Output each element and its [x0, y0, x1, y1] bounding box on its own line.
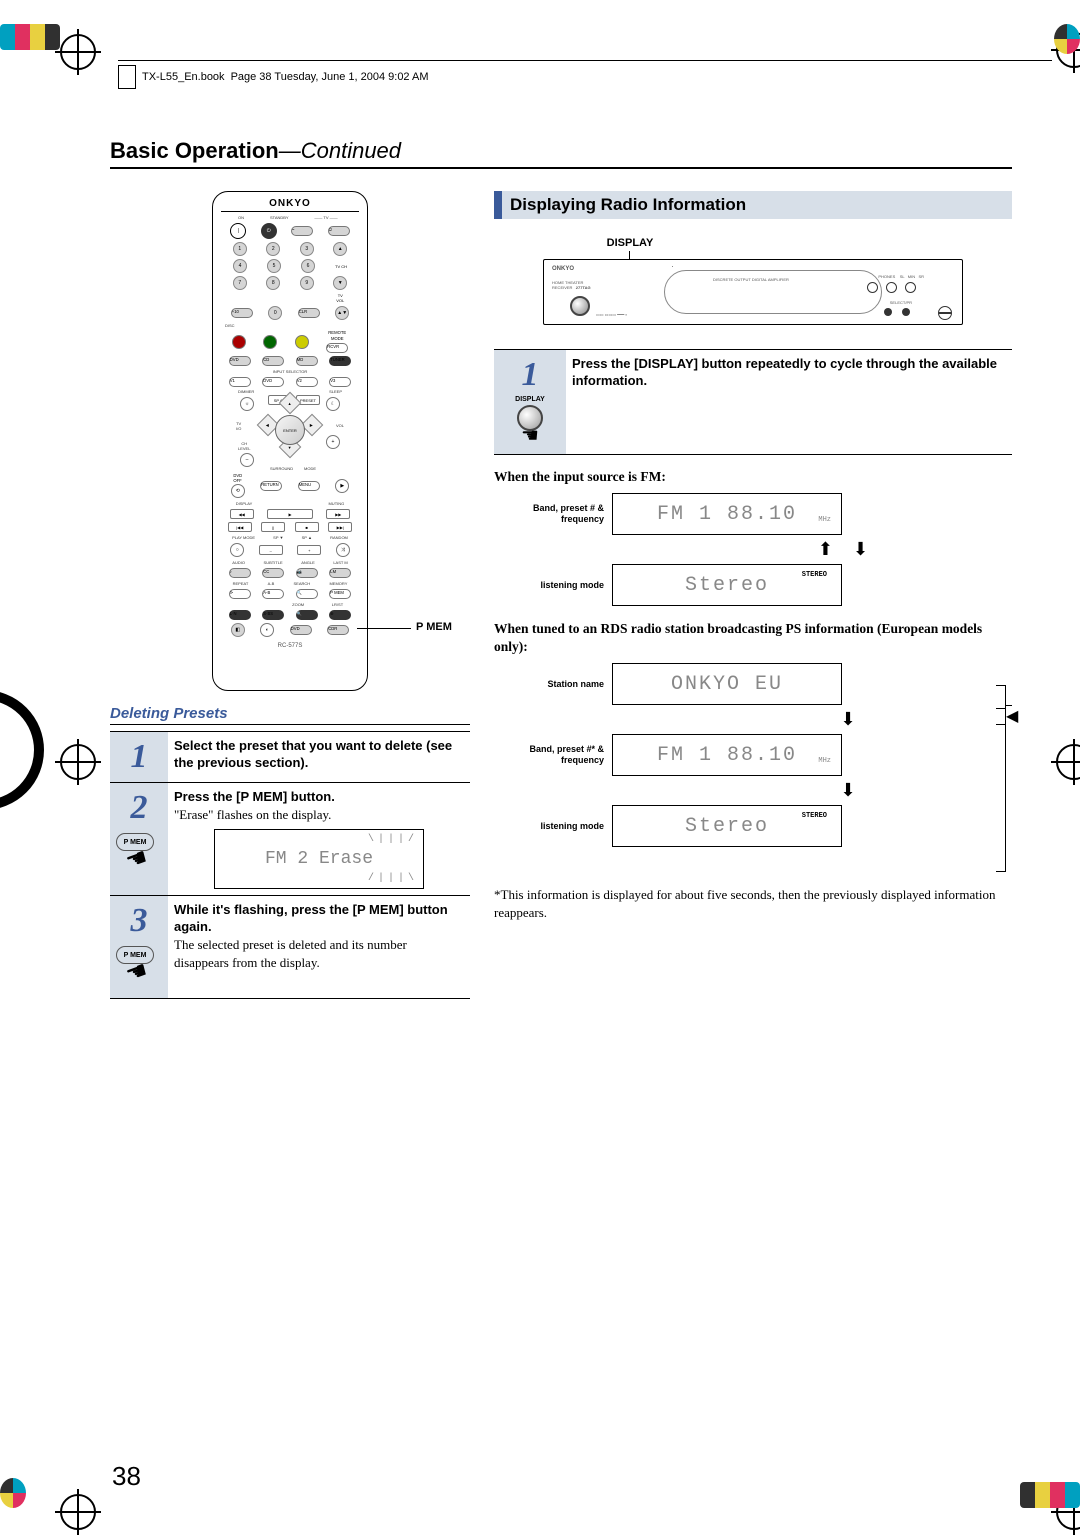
radio-panel: ONKYO HOME THEATERRECEIVER 277TAG ▭▭ ▭▭▭…	[543, 259, 963, 325]
step-2-num: 2	[116, 789, 162, 827]
pmem-hand-3: P MEM ☚	[116, 946, 162, 992]
arrow-down-icon: ⬇︎	[704, 709, 992, 730]
step-3-bold: While it's flashing, press the [P MEM] b…	[174, 902, 464, 936]
pmem-hand-2: P MEM ☚	[116, 833, 162, 879]
step-2-plain: "Erase" flashes on the display.	[174, 806, 464, 824]
section-title-main: Basic Operation	[110, 138, 279, 163]
header-filename: TX-L55_En.book	[142, 71, 225, 83]
section-title-cont: —Continued	[279, 138, 401, 163]
callout-line	[357, 628, 411, 629]
rds-row-1-lcd: FM 1 88.10 MHz	[612, 734, 842, 776]
rds-row-0-lcd: ONKYO EU	[612, 663, 842, 705]
page-number: 38	[112, 1461, 141, 1492]
remote-diagram: ONKYO ONSTANDBY—— TV —— | ⏻ ⎯ ⏻ 123▲ 456…	[212, 191, 368, 691]
color-bar-tr	[1054, 24, 1080, 54]
step-3-num: 3	[116, 902, 162, 940]
fm-row-0-label: Band, preset # & frequency	[494, 503, 604, 525]
step-3-plain: The selected preset is deleted and its n…	[174, 936, 464, 971]
color-bar-br	[1020, 1482, 1080, 1508]
right-heading: Displaying Radio Information	[494, 191, 1012, 219]
big-margin-circle	[0, 690, 44, 810]
remote-model: RC-577S	[213, 643, 367, 649]
step-2-lcd: \ | | | / FM 2 Erase / | | | \	[214, 829, 424, 889]
right-step-num: 1	[500, 356, 560, 394]
display-label: DISPLAY	[600, 237, 660, 249]
pmem-button: P MEM	[329, 589, 351, 599]
arrow-down-icon: ⬇︎	[704, 780, 992, 801]
crop-mark-left	[60, 744, 96, 780]
fm-row-1-label: listening mode	[494, 580, 604, 591]
color-bar-tl	[0, 24, 60, 50]
crop-mark-bl	[60, 1494, 96, 1530]
step-1-num: 1	[116, 738, 162, 776]
color-bar-bl	[0, 1478, 26, 1508]
page-header: TX-L55_En.book Page 38 Tuesday, June 1, …	[118, 60, 1052, 89]
step-2-bold: Press the [P MEM] button.	[174, 789, 464, 806]
footnote: *This information is displayed for about…	[494, 886, 1012, 921]
arrow-down-icon: ⬆︎ ⬇︎	[674, 539, 1012, 560]
book-icon	[118, 65, 136, 89]
rds-row-2-lcd: Stereo STEREO	[612, 805, 842, 847]
rds-row-1-label: Band, preset #* & frequency	[494, 744, 604, 766]
fm-row-0-lcd: FM 1 88.10 MHz	[612, 493, 842, 535]
steps-table: 1 Select the preset that you want to del…	[110, 731, 470, 999]
crop-mark-tl	[60, 34, 96, 70]
crop-mark-right	[1056, 744, 1080, 780]
rds-row-0-label: Station name	[494, 679, 604, 690]
pmem-callout: P MEM	[416, 621, 452, 633]
deleting-presets-heading: Deleting Presets	[110, 705, 470, 725]
fm-row-1-lcd: Stereo STEREO	[612, 564, 842, 606]
right-step-text: Press the [DISPLAY] button repeatedly to…	[572, 356, 1006, 390]
rds-row-2-label: listening mode	[494, 821, 604, 832]
section-title: Basic Operation—Continued	[110, 138, 1012, 169]
fm-heading: When the input source is FM:	[494, 469, 1012, 485]
remote-brand: ONKYO	[213, 198, 367, 209]
header-pageinfo: Page 38 Tuesday, June 1, 2004 9:02 AM	[231, 71, 429, 83]
step-1-text: Select the preset that you want to delet…	[174, 738, 464, 772]
display-btn-label: DISPLAY	[500, 396, 560, 403]
rds-heading: When tuned to an RDS radio station broad…	[494, 620, 1012, 655]
